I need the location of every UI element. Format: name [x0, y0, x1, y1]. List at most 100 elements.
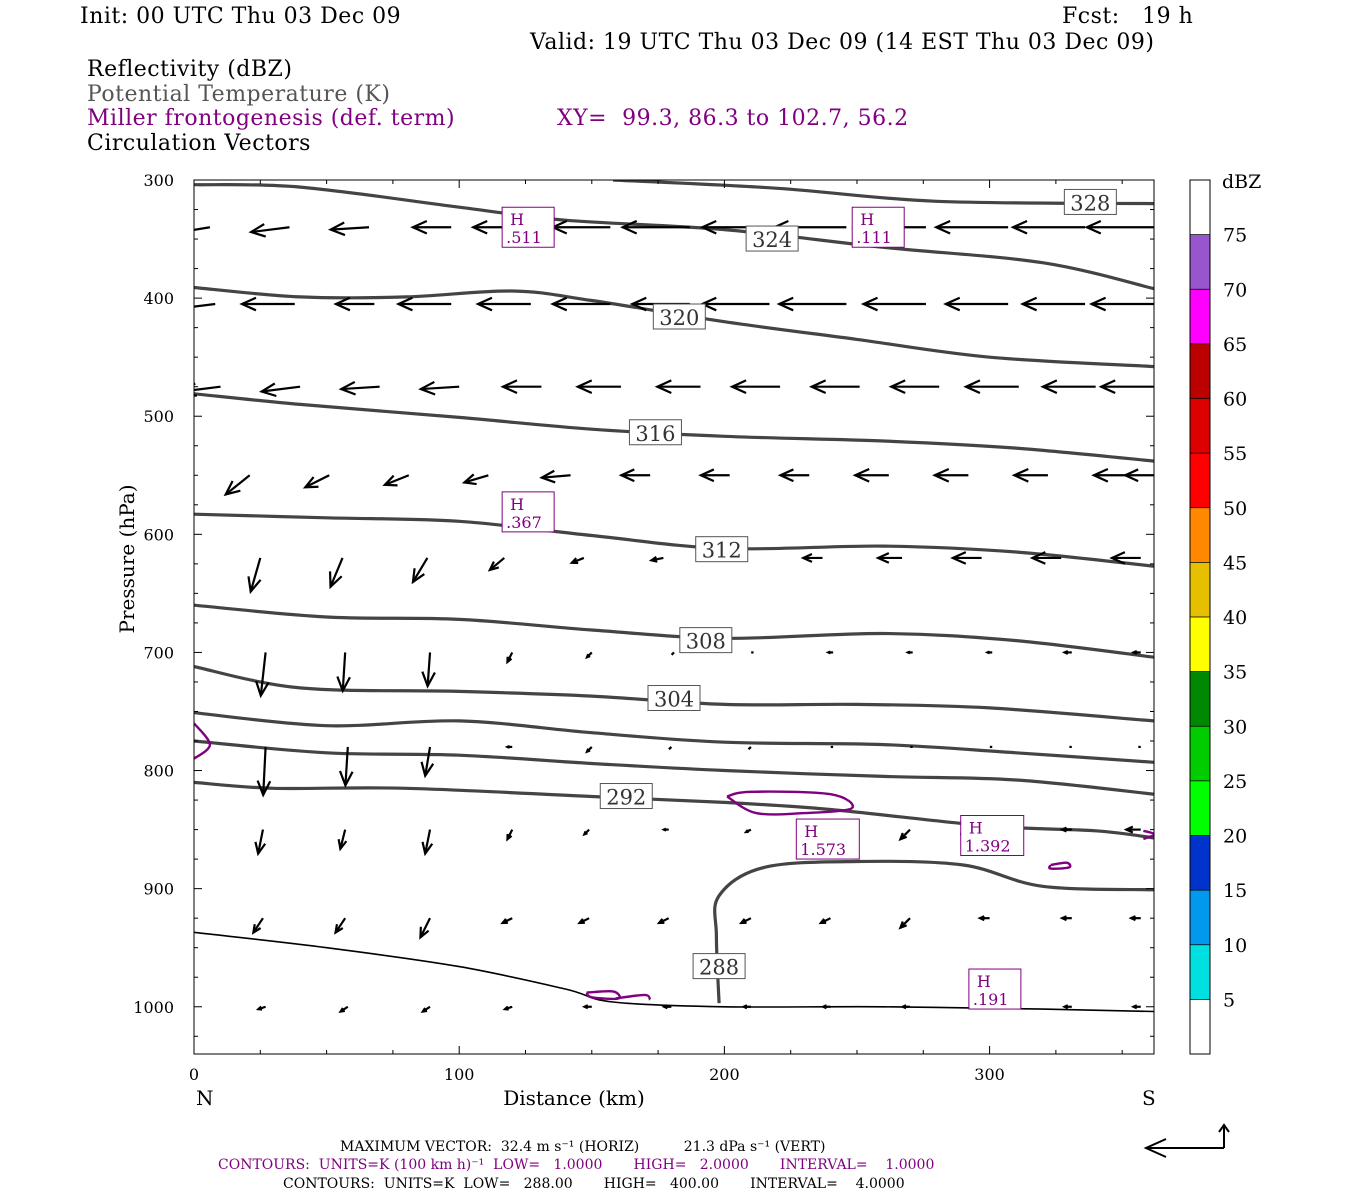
vector-head — [1122, 468, 1139, 483]
vector-head — [327, 221, 346, 237]
fronto-max-value: .511 — [506, 228, 542, 247]
circulation-vector — [1061, 1004, 1072, 1010]
theta-label-text: 328 — [1070, 191, 1110, 215]
circulation-vector — [1010, 219, 1086, 235]
vector-head — [825, 650, 831, 655]
fronto-max-value: .191 — [973, 990, 1009, 1009]
fronto-max-5: H.191 — [968, 968, 1022, 1010]
vector-shaft — [334, 917, 347, 934]
fronto-max-value: 1.392 — [965, 837, 1011, 856]
colorbar-label: 25 — [1223, 771, 1247, 793]
vector-head — [800, 553, 813, 563]
circulation-vector — [747, 746, 752, 751]
vector-shaft — [747, 746, 752, 751]
circulation-vector — [333, 296, 375, 312]
y-tick-label: 400 — [143, 289, 174, 308]
colorbar-label: 50 — [1223, 498, 1247, 520]
vector-head — [336, 676, 351, 694]
vector-shaft — [257, 829, 265, 854]
theta-label-308: 308 — [679, 627, 733, 654]
vector-head — [1130, 649, 1138, 655]
circulation-vector — [963, 379, 1019, 394]
vector-shaft — [341, 385, 380, 391]
vector-head — [248, 223, 267, 238]
circulation-vector — [475, 296, 531, 312]
circulation-vector — [875, 552, 903, 564]
vector-head — [475, 296, 493, 312]
vector-head — [629, 296, 647, 312]
theta-label-text: 288 — [699, 956, 739, 980]
colorbar-label: 40 — [1223, 607, 1247, 629]
circulation-vector — [670, 651, 675, 656]
circulation-vector — [420, 1005, 431, 1014]
theta-label-328: 328 — [1063, 188, 1117, 215]
circulation-vector — [395, 296, 452, 312]
vector-head — [1040, 379, 1058, 394]
theta-contour-292 — [194, 780, 1154, 840]
vector-head — [818, 918, 827, 925]
fronto-max-value: .111 — [856, 228, 892, 247]
vector-head — [581, 1004, 589, 1010]
vector-head — [239, 296, 257, 312]
vector-head — [963, 379, 981, 394]
colorbar-band — [1190, 234, 1210, 290]
colorbar-label: 35 — [1223, 662, 1247, 684]
colorbar-band — [1190, 726, 1210, 781]
fronto-max-h: H — [510, 210, 524, 229]
fronto-contour-4 — [1048, 861, 1072, 870]
vector-head — [738, 918, 747, 925]
circulation-vector — [302, 474, 330, 489]
vector-head — [420, 1007, 428, 1014]
circulation-vector — [585, 746, 593, 754]
vector-head — [256, 780, 272, 798]
circulation-vector — [223, 474, 251, 497]
circulation-vector — [506, 651, 514, 665]
vector-head — [421, 671, 436, 689]
vector-head — [539, 469, 556, 484]
vector-shaft — [424, 746, 432, 776]
circulation-vector — [729, 379, 781, 394]
circulation-vector — [1130, 1004, 1141, 1010]
circulation-vector — [776, 296, 847, 312]
circulation-vector — [668, 746, 673, 751]
fronto-max-box — [960, 815, 1025, 856]
vector-head — [502, 1005, 509, 1011]
vector-head — [251, 923, 262, 935]
circulation-vector — [328, 557, 344, 590]
y-tick-label: 300 — [143, 171, 174, 190]
fronto-max-h: H — [804, 822, 818, 841]
circulation-vector — [977, 915, 990, 922]
circulation-vector — [502, 1005, 513, 1011]
vector-shaft — [464, 474, 489, 484]
circulation-vector — [239, 296, 295, 312]
colorbar-label: 70 — [1223, 279, 1247, 301]
fronto-max-3: H1.573 — [795, 818, 860, 860]
vector-head — [255, 680, 270, 699]
circulation-vector — [582, 828, 590, 837]
vector-head — [420, 761, 435, 779]
vector-head — [506, 656, 513, 665]
circulation-vector — [818, 917, 831, 925]
circulation-vector — [932, 467, 969, 483]
vector-head — [333, 296, 351, 312]
colorbar-band — [1190, 780, 1210, 836]
fronto-contour-6 — [1142, 829, 1154, 841]
circulation-vector — [382, 474, 410, 487]
vector-shaft — [262, 746, 267, 795]
fronto-contour-0 — [726, 790, 854, 816]
vector-head — [569, 557, 579, 565]
circulation-vector — [194, 382, 221, 398]
circulation-vector — [420, 746, 435, 779]
circulation-vector — [1019, 296, 1086, 312]
theta-label-text: 312 — [702, 539, 742, 563]
circulation-vector — [618, 468, 651, 483]
circulation-vector — [950, 551, 982, 565]
circulation-vector — [256, 746, 272, 798]
vector-head — [259, 382, 277, 398]
vector-head — [1059, 915, 1067, 922]
circulation-vector — [741, 1004, 751, 1010]
y-tick-label: 500 — [143, 407, 174, 426]
theta-label-324: 324 — [745, 225, 799, 252]
theta-contour-312 — [194, 512, 1154, 568]
fronto-max-box — [501, 491, 555, 533]
